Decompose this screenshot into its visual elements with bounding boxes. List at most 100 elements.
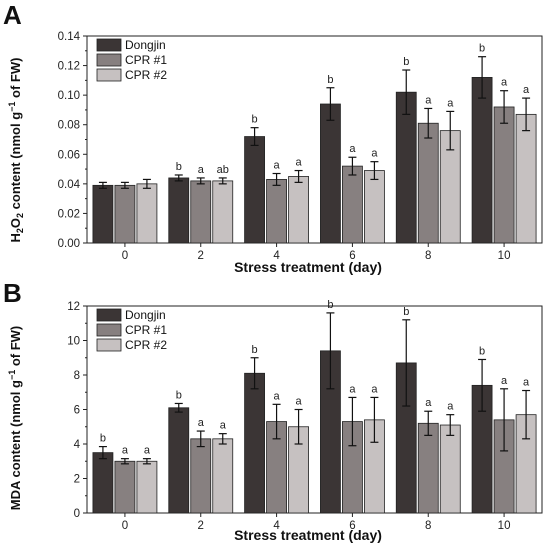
panel-a-significance-letter: a bbox=[296, 157, 303, 169]
panel-b-bar bbox=[136, 460, 158, 514]
panel-a-x-axis-label: Stress treatment (day) bbox=[234, 259, 382, 275]
panel-b-bar bbox=[244, 372, 265, 514]
panel-a-y-tick-label: 0.02 bbox=[58, 208, 80, 220]
panel-a-bar bbox=[417, 122, 439, 244]
panel-a-significance-letter: a bbox=[274, 160, 281, 172]
panel-a-ylabel-o: O bbox=[8, 218, 23, 228]
panel-a-bar bbox=[320, 103, 341, 244]
panel-b-y-tick-label: 10 bbox=[67, 336, 80, 348]
panel-a-y-tick-label: 0.00 bbox=[58, 238, 80, 250]
panel-b-bar bbox=[190, 438, 212, 514]
panel-b-bar bbox=[92, 452, 114, 514]
panel-a-letter: A bbox=[3, 0, 22, 30]
panel-a-y-tick-label: 0.12 bbox=[58, 61, 80, 73]
panel-a-legend-label: Dongjin bbox=[125, 38, 166, 52]
panel-b-y-tick-label: 4 bbox=[74, 439, 81, 451]
panel-b-significance-letter: b bbox=[479, 345, 485, 357]
panel-a-significance-letter: a bbox=[371, 148, 378, 160]
panel-a-significance-letter: a bbox=[523, 84, 530, 96]
panel-b-y-tick-label: 8 bbox=[74, 370, 80, 382]
panel-a-significance-letter: a bbox=[425, 94, 432, 106]
panel-a-legend-swatch bbox=[96, 38, 122, 52]
panel-a-bar bbox=[515, 113, 537, 244]
panel-a-y-tick-label: 0.06 bbox=[58, 149, 80, 161]
panel-a-x-tick-label: 4 bbox=[273, 250, 280, 262]
panel-b-legend-swatch bbox=[96, 338, 122, 352]
panel-a-ylabel-h: H bbox=[8, 233, 23, 242]
panel-b-significance-letter: b bbox=[327, 299, 333, 311]
panel-a-bar bbox=[168, 177, 190, 244]
panel-b-significance-letter: a bbox=[425, 397, 432, 409]
panel-a-ylabel-end: of FW) bbox=[8, 58, 23, 102]
panel-a-significance-letter: b bbox=[403, 56, 409, 68]
panel-a-legend-label: CPR #1 bbox=[125, 53, 167, 67]
panel-b-y-tick-label: 0 bbox=[74, 508, 80, 520]
panel-b-significance-letter: a bbox=[523, 377, 530, 389]
panel-b-x-ticks: 0 2 4 6 8 10 bbox=[122, 513, 511, 532]
panel-b-significance-letter: a bbox=[447, 401, 454, 413]
panel-a-significance-letter: ab bbox=[217, 164, 229, 176]
panel-b-legend-label: Dongjin bbox=[125, 308, 166, 322]
panel-b-bar bbox=[168, 407, 190, 514]
panel-b-ylabel-text: MDA content (nmol g bbox=[8, 380, 23, 510]
panel-a-bar bbox=[471, 77, 493, 244]
panel-a-significance-letter: b bbox=[327, 74, 333, 86]
panel-b-significance-letter: a bbox=[296, 396, 303, 408]
panel-b-x-tick-label: 4 bbox=[273, 520, 280, 532]
panel-b-ylabel-sup: −1 bbox=[7, 370, 17, 380]
panel-b: B b a a b a a b a a b a a b a a b a a 0 2 4 6 8 10 12 0 2 4 6 8 10 D… bbox=[3, 278, 543, 543]
panel-b-significance-letter: a bbox=[274, 390, 281, 402]
panel-b-x-tick-label: 2 bbox=[198, 520, 204, 532]
panel-b-significance-letter: a bbox=[501, 375, 508, 387]
panel-a-bar bbox=[136, 183, 158, 244]
panel-b-y-ticks: 0 2 4 6 8 10 12 bbox=[67, 301, 87, 520]
panel-a-ylabel-text: content (nmol g bbox=[8, 112, 23, 213]
panel-a-significance-letter: a bbox=[501, 77, 508, 89]
panel-a-bar bbox=[342, 165, 363, 244]
panel-b-letter: B bbox=[3, 278, 22, 308]
panel-a-significance-letter: b bbox=[176, 161, 182, 173]
panel-a-y-tick-label: 0.14 bbox=[58, 31, 81, 43]
panel-a-significance-letter: b bbox=[479, 43, 485, 55]
panel-b-legend-swatch bbox=[96, 308, 122, 322]
panel-b-significance-letter: b bbox=[100, 433, 106, 445]
panel-b-x-tick-label: 6 bbox=[349, 520, 355, 532]
panel-b-bar bbox=[417, 422, 439, 514]
panel-b-significance-letter: a bbox=[349, 383, 356, 395]
panel-b-significance-letter: b bbox=[403, 306, 409, 318]
panel-a-x-tick-label: 10 bbox=[498, 250, 511, 262]
panel-a-y-tick-label: 0.04 bbox=[58, 179, 81, 191]
panel-b-x-tick-label: 0 bbox=[122, 520, 128, 532]
panel-b-x-tick-label: 8 bbox=[425, 520, 431, 532]
panel-a-ylabel-sup: −1 bbox=[7, 102, 17, 112]
panel-a-y-axis-label: H2O2 content (nmol g−1 of FW) bbox=[7, 58, 25, 243]
panel-b-bar bbox=[439, 424, 461, 514]
panel-a-significance-letter: a bbox=[447, 97, 454, 109]
panel-b-bar bbox=[212, 438, 234, 514]
panel-b-x-axis-label: Stress treatment (day) bbox=[234, 527, 382, 543]
panel-a-bar bbox=[212, 180, 234, 244]
panel-a-x-tick-label: 2 bbox=[198, 250, 204, 262]
panel-a-y-ticks: 0.00 0.02 0.04 0.06 0.08 0.10 0.12 0.14 bbox=[58, 31, 87, 250]
panel-a-significance-letter: b bbox=[252, 114, 258, 126]
panel-a-y-tick-label: 0.10 bbox=[58, 90, 80, 102]
panel-a-bar bbox=[190, 180, 212, 244]
panel-a-x-ticks: 0 2 4 6 8 10 bbox=[122, 243, 511, 262]
panel-b-significance-letter: a bbox=[220, 420, 227, 432]
panel-a-x-tick-label: 0 bbox=[122, 250, 128, 262]
panel-b-y-tick-label: 6 bbox=[74, 405, 80, 417]
panel-a-legend-label: CPR #2 bbox=[125, 68, 167, 82]
panel-b-legend-swatch bbox=[96, 323, 122, 337]
panel-b-legend-label: CPR #1 bbox=[125, 323, 167, 337]
panel-b-significance-letter: a bbox=[198, 417, 205, 429]
panel-a-x-tick-label: 8 bbox=[425, 250, 431, 262]
panel-a-bar bbox=[92, 184, 114, 244]
panel-b-x-tick-label: 10 bbox=[498, 520, 511, 532]
panel-b-ylabel-end: of FW) bbox=[8, 326, 23, 370]
panel-a-significance-letter: a bbox=[349, 143, 356, 155]
panel-a-legend-swatch bbox=[96, 53, 122, 67]
